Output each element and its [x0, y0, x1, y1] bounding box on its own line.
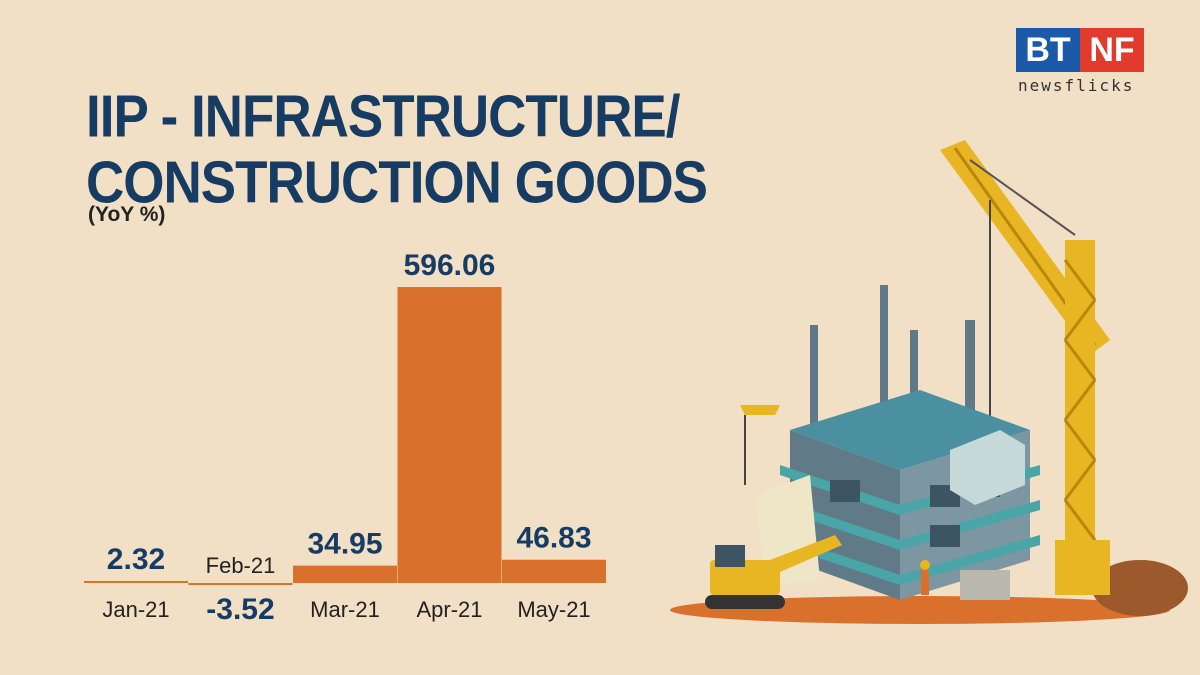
logo-bt-text: BT	[1016, 28, 1080, 72]
category-label-jan-21: Jan-21	[102, 597, 169, 622]
logo-badge: BT NF	[1016, 28, 1144, 72]
category-label-mar-21: Mar-21	[310, 597, 380, 622]
title-line-1: IIP - INFRASTRUCTURE/	[86, 84, 680, 151]
category-label-may-21: May-21	[517, 597, 590, 622]
unit-subtitle: (YoY %)	[88, 203, 166, 226]
bar-jan-21	[84, 581, 188, 583]
logo-tagline: newsflicks	[1018, 76, 1135, 95]
value-label-jan-21: 2.32	[107, 543, 165, 576]
ground-shadow	[670, 596, 1170, 624]
worker-figure	[920, 560, 930, 570]
value-label-apr-21: 596.06	[404, 249, 496, 282]
construction-site-illustration	[670, 140, 1188, 624]
category-label-apr-21: Apr-21	[416, 597, 482, 622]
value-label-may-21: 46.83	[516, 522, 591, 555]
bar-feb-21	[188, 583, 293, 585]
bar-mar-21	[293, 565, 397, 583]
logo-nf-text: NF	[1080, 28, 1144, 72]
excavator	[705, 535, 842, 609]
tower-crane	[940, 140, 1110, 595]
dirt-mound	[1092, 560, 1188, 616]
value-label-feb-21: -3.52	[206, 593, 274, 626]
small-crane-arm	[740, 405, 780, 485]
bar-apr-21	[397, 287, 502, 583]
page-title: IIP - INFRASTRUCTURE/ CONSTRUCTION GOODS	[86, 84, 708, 217]
bar-may-21	[502, 559, 606, 583]
bt-newsflicks-logo: BT NF newsflicks	[1016, 28, 1146, 98]
category-label-feb-21: Feb-21	[206, 553, 276, 578]
value-label-mar-21: 34.95	[307, 528, 382, 561]
title-line-2: CONSTRUCTION GOODS	[86, 150, 708, 217]
